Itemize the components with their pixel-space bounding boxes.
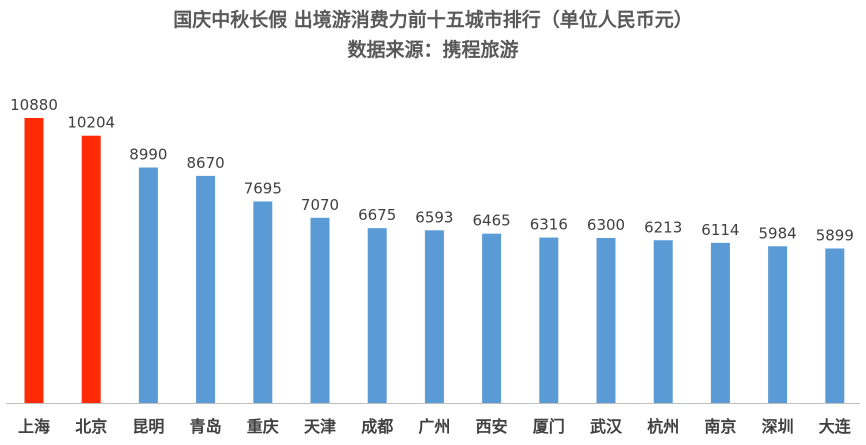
bar-5: [310, 217, 330, 403]
category-label-5: 天津: [304, 417, 336, 436]
category-label-2: 昆明: [132, 417, 164, 436]
data-label-2: 8990: [129, 146, 167, 164]
bar-8: [482, 233, 502, 403]
data-label-4: 7695: [244, 179, 282, 197]
data-label-0: 10880: [10, 96, 58, 114]
bar-7: [424, 230, 444, 403]
data-label-13: 5984: [759, 224, 797, 242]
category-label-4: 重庆: [247, 417, 279, 436]
data-label-14: 5899: [816, 226, 854, 244]
data-label-7: 6593: [415, 208, 453, 226]
category-label-14: 大连: [819, 417, 852, 436]
data-label-11: 6213: [644, 218, 682, 236]
bar-14: [825, 248, 845, 403]
data-label-12: 6114: [701, 221, 739, 239]
chart-title: 国庆中秋长假 出境游消费力前十五城市排行（单位人民币元）: [173, 9, 693, 31]
data-label-8: 6465: [473, 212, 511, 230]
bar-13: [768, 246, 788, 403]
bar-9: [539, 237, 559, 403]
data-label-6: 6675: [358, 206, 396, 224]
bar-11: [653, 240, 673, 403]
category-label-0: 上海: [18, 417, 50, 436]
category-label-7: 广州: [418, 417, 450, 436]
data-label-10: 6300: [587, 216, 625, 234]
category-label-13: 深圳: [762, 417, 794, 436]
data-label-3: 8670: [187, 154, 225, 172]
category-label-10: 武汉: [590, 417, 623, 436]
bar-1: [81, 135, 101, 404]
data-label-9: 6316: [530, 216, 568, 234]
bar-6: [367, 228, 387, 403]
data-label-1: 10204: [67, 114, 115, 132]
bar-3: [196, 175, 216, 403]
data-label-5: 7070: [301, 196, 339, 214]
bar-4: [253, 201, 273, 403]
category-label-1: 北京: [75, 417, 107, 436]
category-label-9: 厦门: [533, 417, 565, 436]
category-label-3: 青岛: [190, 417, 222, 436]
category-label-6: 成都: [361, 417, 393, 436]
category-label-12: 南京: [704, 417, 736, 436]
chart-subtitle: 数据来源：携程旅游: [347, 39, 519, 61]
category-label-11: 杭州: [647, 417, 679, 436]
category-label-8: 西安: [476, 417, 508, 436]
bar-12: [710, 242, 730, 403]
bar-2: [138, 167, 158, 403]
bar-0: [24, 118, 44, 403]
bar-10: [596, 237, 616, 403]
